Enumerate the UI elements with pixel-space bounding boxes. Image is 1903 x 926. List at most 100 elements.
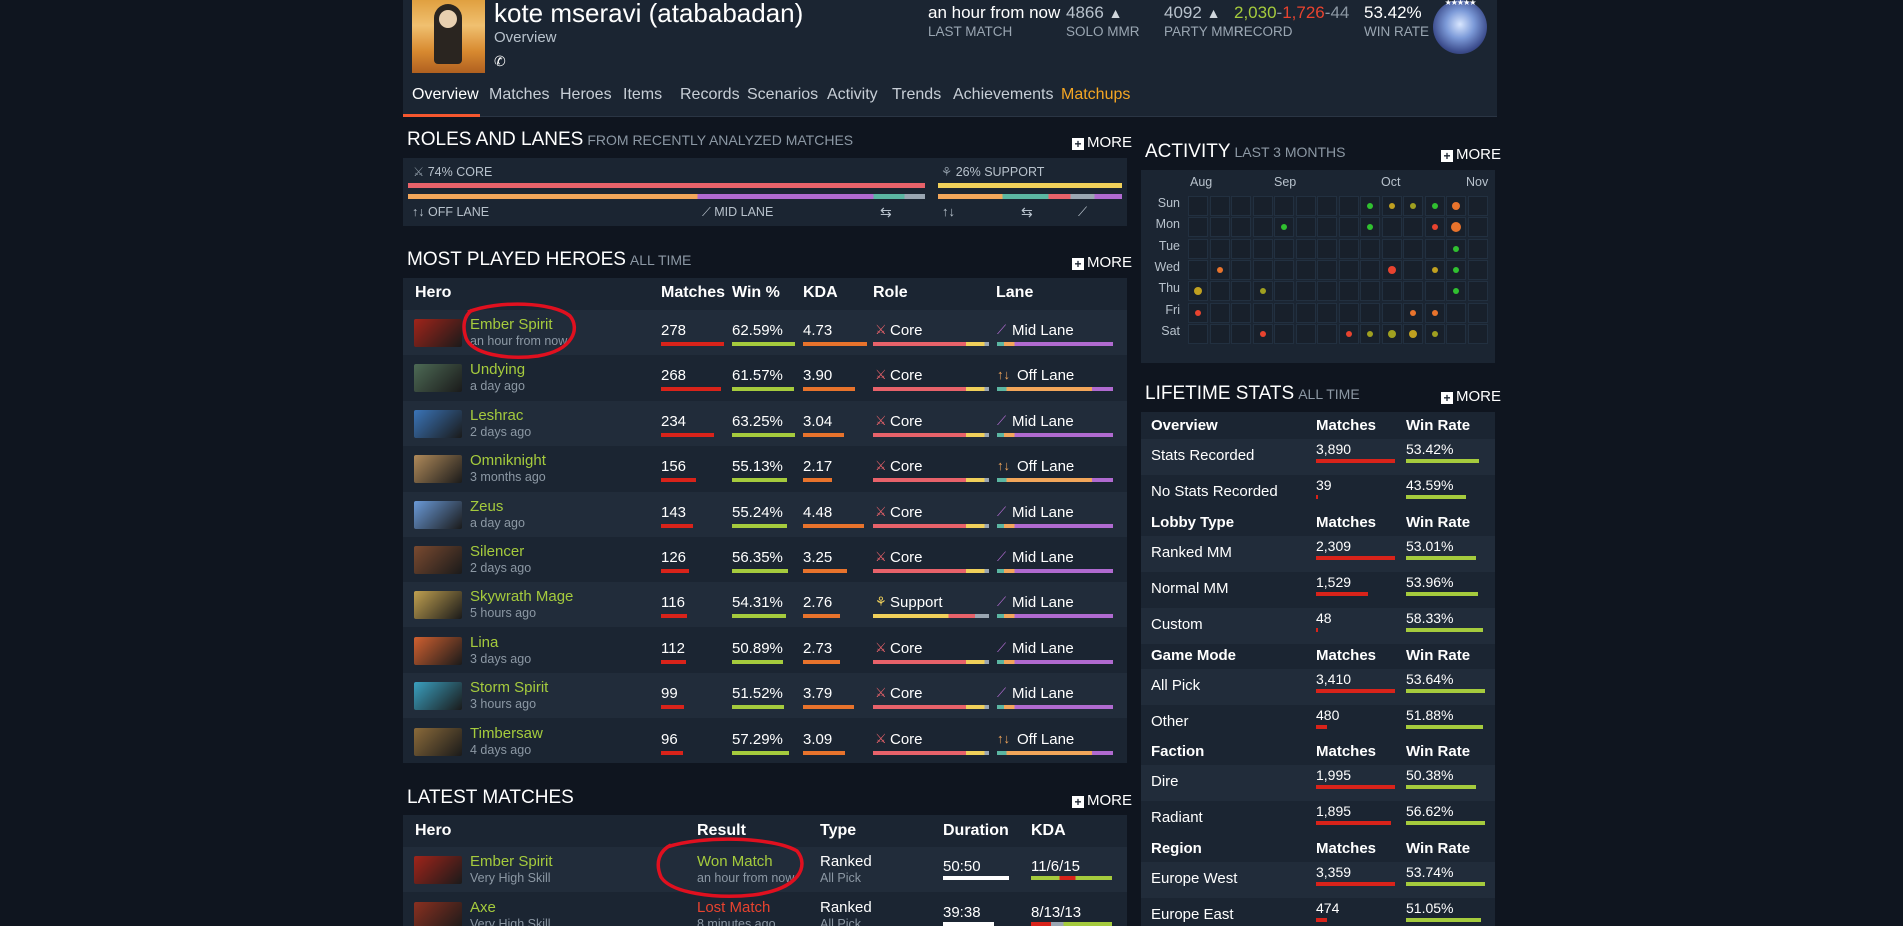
activity-cell[interactable]	[1188, 238, 1208, 259]
table-row[interactable]	[403, 310, 1127, 355]
tab-items[interactable]: Items	[623, 86, 663, 103]
activity-cell[interactable]	[1338, 238, 1359, 259]
activity-cell[interactable]	[1295, 238, 1316, 259]
activity-cell[interactable]	[1338, 259, 1359, 280]
match-row[interactable]	[403, 847, 1127, 892]
avatar[interactable]	[412, 0, 485, 73]
hero-name-link[interactable]: Storm Spirit	[470, 679, 549, 697]
activity-cell[interactable]	[1231, 281, 1251, 302]
tab-matchups[interactable]: Matchups	[1061, 86, 1131, 103]
latest-matches-more-button[interactable]: + MORE	[1072, 792, 1132, 809]
activity-cell[interactable]	[1381, 281, 1402, 302]
activity-cell[interactable]	[1360, 302, 1380, 323]
activity-cell[interactable]	[1295, 281, 1316, 302]
activity-cell[interactable]	[1209, 238, 1230, 259]
activity-cell[interactable]	[1295, 323, 1316, 344]
tab-achievements[interactable]: Achievements	[953, 86, 1054, 103]
match-result-link[interactable]: Lost Match	[697, 899, 771, 916]
hero-name-link[interactable]: Ember Spirit	[470, 853, 553, 870]
tab-activity[interactable]: Activity	[827, 86, 878, 103]
hero-portrait[interactable]	[414, 546, 462, 574]
activity-cell[interactable]	[1317, 217, 1337, 238]
activity-cell[interactable]	[1209, 323, 1230, 344]
hero-portrait[interactable]	[414, 682, 462, 711]
activity-cell[interactable]	[1274, 302, 1294, 323]
stat-row[interactable]	[1141, 704, 1495, 741]
hero-name-link[interactable]: Silencer	[470, 543, 525, 560]
tab-records[interactable]: Records	[680, 86, 740, 103]
activity-cell[interactable]	[1338, 196, 1359, 216]
activity-cell[interactable]	[1274, 281, 1294, 302]
activity-cell[interactable]	[1188, 196, 1208, 216]
activity-cell[interactable]	[1360, 238, 1380, 259]
activity-cell[interactable]	[1231, 238, 1251, 259]
activity-cell[interactable]	[1295, 259, 1316, 280]
activity-cell[interactable]	[1231, 302, 1251, 323]
activity-cell[interactable]	[1424, 238, 1445, 259]
activity-cell[interactable]	[1188, 217, 1208, 238]
activity-cell[interactable]	[1231, 323, 1251, 344]
activity-cell[interactable]	[1231, 217, 1251, 238]
table-row[interactable]	[403, 400, 1127, 446]
hero-portrait[interactable]	[414, 319, 462, 347]
hero-portrait[interactable]	[414, 727, 462, 756]
activity-cell[interactable]	[1338, 302, 1359, 323]
stat-row[interactable]	[1141, 765, 1495, 802]
hero-portrait[interactable]	[414, 500, 462, 529]
activity-cell[interactable]	[1252, 259, 1273, 280]
activity-cell[interactable]	[1317, 238, 1337, 259]
activity-cell[interactable]	[1446, 323, 1466, 344]
activity-cell[interactable]	[1338, 281, 1359, 302]
hero-portrait[interactable]	[414, 409, 462, 438]
match-result-link[interactable]: Won Match	[697, 853, 773, 870]
activity-cell[interactable]	[1317, 302, 1337, 323]
activity-cell[interactable]	[1295, 217, 1316, 238]
stat-row[interactable]	[1141, 475, 1495, 512]
hero-name-link[interactable]: Timbersaw	[470, 724, 543, 742]
activity-cell[interactable]	[1295, 196, 1316, 216]
activity-cell[interactable]	[1231, 196, 1251, 216]
hero-name-link[interactable]: Omniknight	[470, 452, 546, 470]
activity-cell[interactable]	[1403, 217, 1423, 238]
most-played-more-button[interactable]: + MORE	[1072, 254, 1132, 271]
hero-name-link[interactable]: Ember Spirit	[470, 316, 553, 333]
activity-cell[interactable]	[1317, 259, 1337, 280]
activity-cell[interactable]	[1424, 281, 1445, 302]
activity-cell[interactable]	[1231, 259, 1251, 280]
table-row[interactable]	[403, 582, 1127, 628]
stat-row[interactable]	[1141, 608, 1495, 645]
activity-cell[interactable]	[1403, 238, 1423, 259]
activity-cell[interactable]	[1381, 302, 1402, 323]
activity-cell[interactable]	[1317, 196, 1337, 216]
activity-cell[interactable]	[1274, 196, 1294, 216]
activity-cell[interactable]	[1467, 238, 1488, 259]
activity-cell[interactable]	[1467, 217, 1488, 238]
activity-cell[interactable]	[1317, 281, 1337, 302]
hero-portrait[interactable]	[414, 636, 462, 665]
activity-cell[interactable]	[1360, 259, 1380, 280]
stat-row[interactable]	[1141, 535, 1495, 572]
activity-cell[interactable]	[1252, 217, 1273, 238]
hero-name-link[interactable]: Undying	[470, 361, 526, 379]
table-row[interactable]	[403, 491, 1127, 537]
activity-cell[interactable]	[1252, 238, 1273, 259]
hero-portrait[interactable]	[414, 902, 462, 926]
activity-cell[interactable]	[1209, 217, 1230, 238]
activity-cell[interactable]	[1209, 302, 1230, 323]
activity-cell[interactable]	[1209, 196, 1230, 216]
activity-cell[interactable]	[1467, 323, 1488, 344]
activity-cell[interactable]	[1467, 302, 1488, 323]
hero-portrait[interactable]	[414, 591, 462, 620]
tab-overview[interactable]: Overview	[412, 86, 479, 103]
activity-cell[interactable]	[1446, 302, 1466, 323]
roles-more-button[interactable]: + MORE	[1072, 134, 1132, 151]
tab-heroes[interactable]: Heroes	[560, 86, 612, 103]
hero-name-link[interactable]: Zeus	[470, 497, 504, 515]
activity-cell[interactable]	[1317, 323, 1337, 344]
hero-portrait[interactable]	[414, 856, 462, 884]
activity-cell[interactable]	[1467, 281, 1488, 302]
stat-row[interactable]	[1141, 861, 1495, 898]
phone-icon[interactable]: ✆	[494, 53, 506, 69]
activity-cell[interactable]	[1295, 302, 1316, 323]
warning-icon[interactable]: ▲	[1206, 5, 1221, 21]
